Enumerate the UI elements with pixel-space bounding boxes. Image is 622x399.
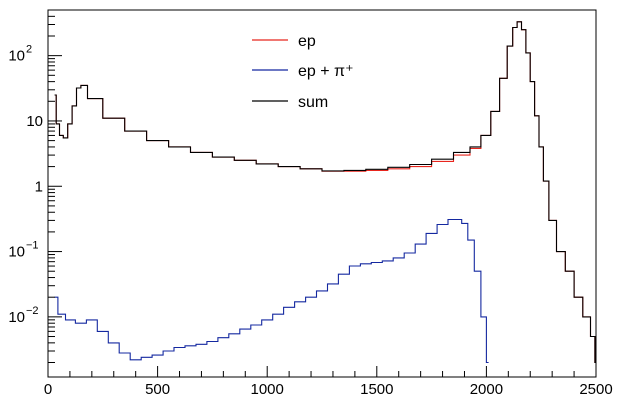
x-tick-label: 1500: [360, 381, 393, 398]
y-tick-label: 1: [35, 178, 43, 195]
x-tick-label: 500: [145, 381, 170, 398]
legend-label-ep: ep: [298, 33, 316, 50]
plot-frame: [47, 9, 597, 378]
y-tick-exponent: −2: [26, 305, 39, 317]
series-line-2: [54, 21, 596, 364]
y-tick-label: 10: [8, 309, 25, 326]
x-axis: 0 500 1000 1500 2000 2500: [44, 366, 613, 398]
y-tick-label: 10: [8, 48, 25, 65]
legend-label-sum: sum: [298, 94, 328, 111]
x-tick-label: 1000: [251, 381, 284, 398]
x-tick-label: 0: [44, 381, 52, 398]
x-tick-label: 2000: [470, 381, 503, 398]
legend-entry-sum: sum: [252, 94, 328, 111]
legend-entry-ep-pi: ep + π⁺: [252, 63, 354, 80]
y-tick-label: 10: [26, 113, 43, 130]
series-line-1: [54, 218, 489, 364]
x-tick-label: 2500: [579, 381, 612, 398]
y-tick-label: 10: [8, 244, 25, 261]
legend-label-ep-pi: ep + π⁺: [298, 63, 354, 80]
series-layer: [54, 21, 596, 364]
legend-entry-ep: ep: [252, 33, 316, 50]
y-tick-exponent: 2: [26, 44, 32, 56]
legend: ep ep + π⁺ sum: [252, 33, 354, 111]
y-tick-exponent: −1: [26, 240, 39, 252]
